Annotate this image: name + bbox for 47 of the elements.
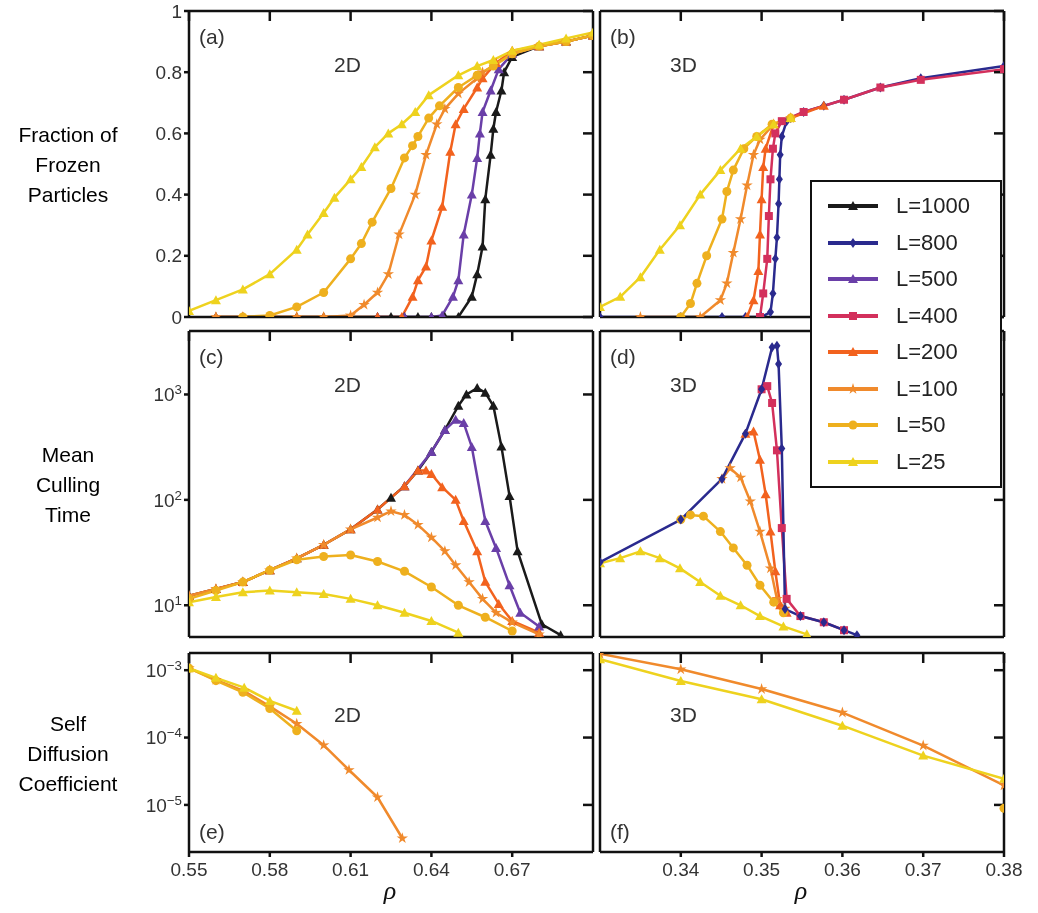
x-tick-label: 0.34	[662, 859, 700, 881]
y-tick-label: 10$^{−5}$	[145, 792, 182, 816]
y-tick-label: 0.6	[155, 123, 182, 145]
annotation: (f)	[610, 820, 630, 844]
x-tick-label: 0.55	[170, 859, 208, 881]
y-tick-label: 10$^{2}$	[153, 487, 182, 511]
legend-label: L=500	[896, 266, 958, 293]
x-tick-label: 0.37	[904, 859, 942, 881]
x-tick-label: 0.58	[251, 859, 289, 881]
annotation: (b)	[610, 25, 636, 49]
y-axis-title: Fraction of Frozen Particles	[17, 122, 119, 208]
x-tick-label: 0.64	[412, 859, 451, 881]
x-tick-label: 0.61	[332, 859, 370, 881]
annotation: 3D	[670, 373, 697, 397]
x-tick-label: 0.38	[985, 859, 1023, 881]
y-tick-label: 0.4	[155, 184, 183, 206]
legend-label: L=100	[896, 375, 958, 402]
x-tick-label: 0.67	[493, 859, 531, 881]
legend-label: L=800	[896, 229, 958, 256]
y-tick-label: 0.8	[155, 61, 182, 83]
x-tick-label: 0.35	[743, 859, 781, 881]
annotation: 3D	[670, 703, 697, 727]
x-tick-label: 0.36	[823, 859, 861, 881]
annotation: (c)	[199, 345, 224, 369]
annotation: 2D	[334, 373, 361, 397]
y-tick-label: 1	[171, 0, 182, 22]
y-axis-title: Self Diffusion Coefficient	[17, 710, 119, 797]
y-tick-label: 10$^{3}$	[153, 381, 182, 406]
legend-label: L=200	[896, 339, 958, 366]
y-tick-label: 0.2	[155, 245, 182, 267]
x-axis-title: ρ	[383, 876, 397, 905]
annotation: 2D	[334, 703, 361, 727]
y-tick-label: 10$^{−3}$	[145, 657, 182, 681]
y-tick-label: 0	[171, 306, 182, 328]
legend-label: L=50	[896, 412, 946, 439]
x-axis-title: ρ	[794, 876, 808, 905]
legend-label: L=400	[896, 302, 958, 329]
annotation: (e)	[199, 820, 225, 844]
annotation: 2D	[334, 53, 361, 77]
y-axis-title: Mean Culling Time	[34, 442, 102, 528]
y-tick-label: 10$^{1}$	[153, 592, 182, 616]
y-tick-label: 10$^{−4}$	[145, 724, 182, 749]
annotation: (a)	[199, 25, 225, 49]
legend-label: L=1000	[896, 193, 971, 220]
annotation: (d)	[610, 345, 636, 369]
annotation: 3D	[670, 53, 697, 77]
legend-label: L=25	[896, 448, 946, 475]
